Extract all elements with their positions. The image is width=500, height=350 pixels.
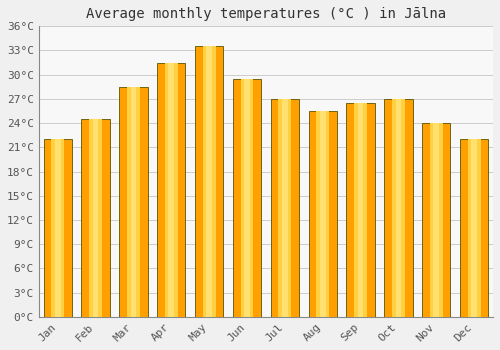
Bar: [308, 111, 337, 317]
Bar: [278, 99, 291, 317]
Bar: [44, 139, 72, 317]
Bar: [422, 123, 450, 317]
Bar: [430, 123, 442, 317]
Bar: [346, 103, 375, 317]
Bar: [89, 119, 102, 317]
Bar: [206, 47, 212, 317]
Bar: [392, 99, 405, 317]
Bar: [240, 79, 254, 317]
Bar: [119, 87, 148, 317]
Bar: [165, 63, 177, 317]
Bar: [468, 139, 480, 317]
Bar: [384, 99, 412, 317]
Bar: [203, 47, 215, 317]
Bar: [320, 111, 326, 317]
Bar: [354, 103, 367, 317]
Bar: [157, 63, 186, 317]
Bar: [92, 119, 98, 317]
Bar: [168, 63, 174, 317]
Bar: [270, 99, 299, 317]
Bar: [244, 79, 250, 317]
Bar: [316, 111, 329, 317]
Bar: [52, 139, 64, 317]
Bar: [282, 99, 288, 317]
Bar: [195, 47, 224, 317]
Bar: [130, 87, 136, 317]
Bar: [127, 87, 140, 317]
Bar: [358, 103, 364, 317]
Bar: [55, 139, 60, 317]
Title: Average monthly temperatures (°C ) in Jālna: Average monthly temperatures (°C ) in Jā…: [86, 7, 446, 21]
Bar: [472, 139, 477, 317]
Bar: [434, 123, 439, 317]
Bar: [82, 119, 110, 317]
Bar: [233, 79, 261, 317]
Bar: [396, 99, 402, 317]
Bar: [460, 139, 488, 317]
